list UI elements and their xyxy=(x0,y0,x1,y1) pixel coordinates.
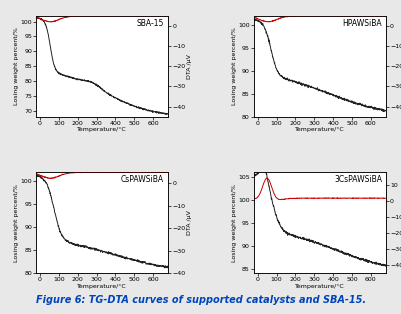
X-axis label: Temperature/°C: Temperature/°C xyxy=(77,127,127,132)
Text: HPAWSiBA: HPAWSiBA xyxy=(342,19,381,28)
Text: CsPAWSiBA: CsPAWSiBA xyxy=(121,175,164,184)
Y-axis label: Losing weight percent/%: Losing weight percent/% xyxy=(231,184,236,262)
Y-axis label: Losing weight percent/%: Losing weight percent/% xyxy=(14,27,19,105)
Y-axis label: Losing weight percent/%: Losing weight percent/% xyxy=(14,184,19,262)
X-axis label: Temperature/°C: Temperature/°C xyxy=(77,284,127,289)
X-axis label: Temperature/°C: Temperature/°C xyxy=(294,127,344,132)
Text: Figure 6: TG-DTA curves of supported catalysts and SBA-15.: Figure 6: TG-DTA curves of supported cat… xyxy=(36,295,365,305)
Y-axis label: DTA /μV: DTA /μV xyxy=(186,54,191,78)
X-axis label: Temperature/°C: Temperature/°C xyxy=(294,284,344,289)
Y-axis label: DTA /μV: DTA /μV xyxy=(186,210,191,235)
Text: 3CsPAWSiBA: 3CsPAWSiBA xyxy=(333,175,381,184)
Text: SBA-15: SBA-15 xyxy=(136,19,164,28)
Y-axis label: Losing weight percent/%: Losing weight percent/% xyxy=(231,27,236,105)
